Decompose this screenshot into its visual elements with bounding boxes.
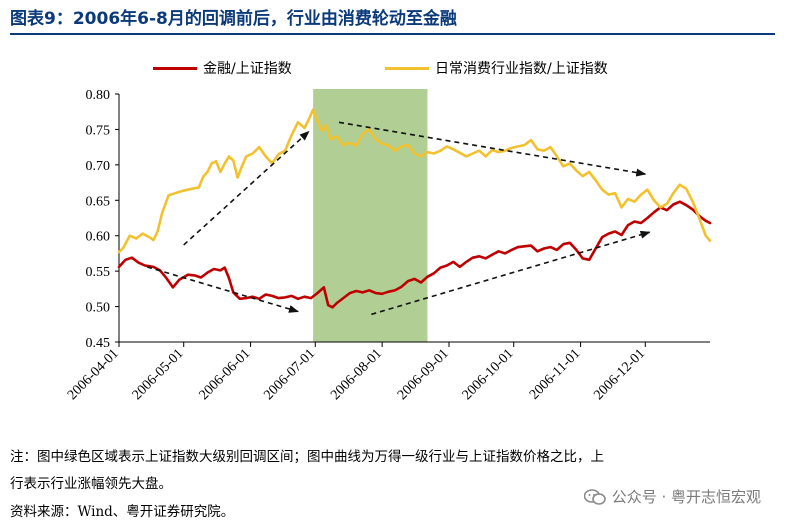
- x-tick-label: 2006-11-01: [527, 346, 583, 402]
- series-line-consumer: [117, 108, 712, 254]
- y-tick-label: 0.50: [86, 301, 111, 316]
- legend-swatch-consumer: [385, 66, 429, 70]
- y-tick-label: 0.75: [86, 123, 111, 138]
- y-tick-label: 0.45: [86, 336, 111, 351]
- x-tick-label: 2006-07-01: [261, 346, 318, 403]
- legend-swatch-financial: [153, 66, 197, 70]
- x-tick-label: 2006-05-01: [130, 346, 187, 403]
- trend-arrow-1: [183, 130, 310, 246]
- x-tick-label: 2006-08-01: [328, 346, 385, 403]
- y-tick-label: 0.55: [86, 265, 111, 280]
- y-tick-label: 0.80: [86, 88, 111, 103]
- watermark-text: 公众号 · 粤开志恒宏观: [611, 488, 761, 506]
- legend-item-consumer: 日常消费行业指数/上证指数: [385, 58, 608, 78]
- wechat-icon: [583, 488, 606, 505]
- source-note: 资料来源：Wind、粤开证券研究院。: [10, 504, 235, 520]
- legend-item-financial: 金融/上证指数: [153, 58, 292, 78]
- x-tick-label: 2006-10-01: [460, 346, 517, 403]
- x-tick-label: 2006-04-01: [65, 346, 122, 403]
- legend-label-financial: 金融/上证指数: [203, 61, 292, 77]
- x-tick-label: 2006-09-01: [395, 346, 452, 403]
- y-tick-label: 0.65: [86, 194, 111, 209]
- y-tick-label: 0.70: [86, 159, 111, 174]
- chart-title: 图表9：2006年6-8月的回调前后，行业由消费轮动至金融: [10, 9, 457, 29]
- legend-label-consumer: 日常消费行业指数/上证指数: [435, 61, 608, 77]
- x-tick-label: 2006-12-01: [591, 346, 648, 403]
- trend-arrow-4: [371, 230, 651, 316]
- footnote-line-2: 行表示行业涨幅领先大盘。: [10, 476, 172, 492]
- trend-arrow-2: [338, 121, 647, 177]
- line-chart: 0.45 0.50 0.55 0.60 0.65 0.70 0.75 0.80 2006-04-…: [65, 88, 712, 403]
- footnote-line-1: 注：图中绿色区域表示上证指数大级别回调区间；图中曲线为万得一级行业与上证指数价格…: [10, 449, 604, 465]
- watermark: 公众号 · 粤开志恒宏观: [583, 486, 761, 507]
- series-line-financial: [117, 200, 712, 309]
- x-tick-label: 2006-06-01: [197, 346, 254, 403]
- trend-arrow-3: [146, 266, 299, 313]
- title-divider: [10, 33, 775, 35]
- chart-legend: 金融/上证指数 日常消费行业指数/上证指数: [0, 58, 785, 80]
- y-tick-label: 0.60: [86, 230, 111, 245]
